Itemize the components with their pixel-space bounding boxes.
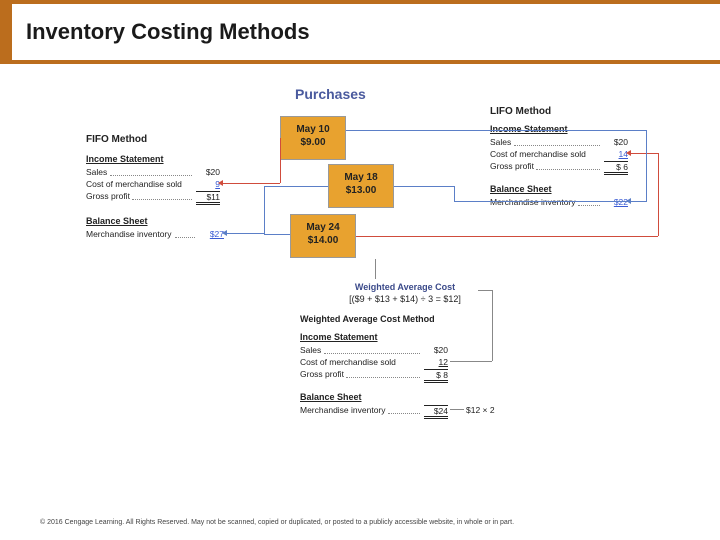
dots (110, 175, 192, 176)
lifo-sales-val: $20 (604, 137, 628, 147)
arrow-fifo-cogs (222, 183, 280, 184)
arrow-seg (356, 236, 658, 237)
arrow-lifo-cogs (630, 153, 658, 154)
wavg-calc-formula: [($9 + $13 + $14) ÷ 3 = $12] (320, 294, 490, 304)
lifo-mi-lbl: Merchandise inventory (490, 197, 576, 207)
dots (132, 199, 192, 200)
wavg-mi-val: $24 (424, 405, 448, 419)
arrow-wa-cogs (450, 361, 492, 362)
fifo-income-title: Income Statement (86, 154, 164, 164)
fifo-cogs-lbl: Cost of merchandise sold (86, 179, 182, 189)
wavg-calc-title: Weighted Average Cost (340, 282, 470, 292)
arrowhead-icon (626, 150, 631, 156)
purchases-heading: Purchases (295, 86, 366, 102)
lifo-mi-val: $22 (604, 197, 628, 207)
arrow-seg (394, 186, 454, 187)
arrow-seg (492, 290, 493, 361)
fifo-mi-lbl: Merchandise inventory (86, 229, 172, 239)
wavg-sales-val: $20 (424, 345, 448, 355)
dots (514, 145, 600, 146)
arrowhead-icon (222, 230, 227, 236)
copyright-footer: © 2016 Cengage Learning. All Rights Rese… (40, 519, 680, 526)
box-date: May 24 (291, 221, 355, 234)
dots (536, 169, 600, 170)
box-price: $14.00 (291, 234, 355, 247)
arrow-seg (264, 186, 265, 234)
wavg-income-title: Income Statement (300, 332, 378, 342)
dots (388, 413, 420, 414)
diagram-canvas: Purchases May 10 $9.00 May 18 $13.00 May… (0, 64, 720, 494)
title-inner: Inventory Costing Methods (12, 4, 720, 60)
arrow-seg (280, 138, 281, 183)
wavg-gp-lbl: Gross profit (300, 369, 344, 379)
wavg-mi-lbl: Merchandise inventory (300, 405, 386, 415)
arrow-lifo-mi (630, 201, 646, 202)
lifo-sales-lbl: Sales (490, 137, 511, 147)
lifo-method-title: LIFO Method (490, 106, 551, 117)
purchase-box-may10: May 10 $9.00 (280, 116, 346, 160)
arrow-seg (454, 186, 455, 202)
lifo-gp-lbl: Gross profit (490, 161, 534, 171)
wavg-gp-val: $ 8 (424, 369, 448, 383)
fifo-cogs-val: 9 (196, 179, 220, 189)
box-price: $9.00 (281, 136, 345, 149)
arrow-seg (264, 234, 290, 235)
arrow-seg (346, 130, 646, 131)
wavg-method-title: Weighted Average Cost Method (300, 314, 435, 324)
wavg-cogs-val: 12 (424, 357, 448, 367)
lifo-cogs-val: 14 (604, 149, 628, 159)
dots (175, 237, 195, 238)
box-date: May 18 (329, 171, 393, 184)
lifo-cogs-lbl: Cost of merchandise sold (490, 149, 586, 159)
wavg-sales-lbl: Sales (300, 345, 321, 355)
fifo-gp-val: $11 (196, 191, 220, 205)
fifo-gp-lbl: Gross profit (86, 191, 130, 201)
fifo-sales-val: $20 (196, 167, 220, 177)
page-title: Inventory Costing Methods (26, 19, 310, 45)
purchase-box-may24: May 24 $14.00 (290, 214, 356, 258)
arrow-wa-mi (450, 409, 464, 410)
wavg-cogs-lbl: Cost of merchandise sold (300, 357, 396, 367)
title-bar: Inventory Costing Methods (0, 0, 720, 64)
dots (324, 353, 420, 354)
arrow-seg (478, 290, 492, 291)
wavg-bs-title: Balance Sheet (300, 392, 362, 402)
box-price: $13.00 (329, 184, 393, 197)
arrow-seg (264, 186, 328, 187)
fifo-bs-title: Balance Sheet (86, 216, 148, 226)
dots (346, 377, 420, 378)
fifo-sales-lbl: Sales (86, 167, 107, 177)
wavg-mi-calc: $12 × 2 (466, 405, 495, 415)
arrowhead-icon (218, 180, 223, 186)
fifo-mi-val: $27 (200, 229, 224, 239)
connector (375, 259, 376, 279)
lifo-income-title: Income Statement (490, 124, 568, 134)
dots (578, 205, 600, 206)
arrow-fifo-mi (226, 233, 264, 234)
box-date: May 10 (281, 123, 345, 136)
lifo-bs-title: Balance Sheet (490, 184, 552, 194)
lifo-gp-val: $ 6 (604, 161, 628, 175)
arrow-seg (658, 153, 659, 236)
purchase-box-may18: May 18 $13.00 (328, 164, 394, 208)
fifo-method-title: FIFO Method (86, 134, 147, 145)
arrow-seg (646, 130, 647, 202)
arrow-seg (454, 201, 630, 202)
